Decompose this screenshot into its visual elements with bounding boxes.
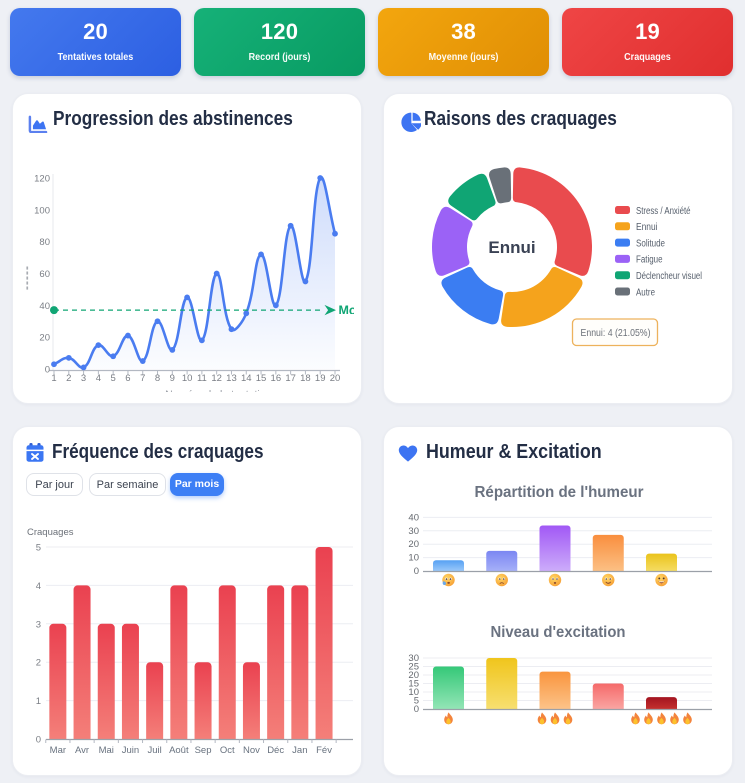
svg-text:2: 2 — [36, 658, 41, 669]
svg-text:17: 17 — [285, 373, 296, 384]
svg-text:Solitude: Solitude — [636, 238, 665, 249]
svg-text:Craquages: Craquages — [27, 527, 74, 538]
svg-text:40: 40 — [39, 301, 50, 312]
svg-text:4: 4 — [36, 581, 41, 592]
svg-text:Fév: Fév — [316, 745, 332, 756]
svg-text:15: 15 — [408, 679, 419, 690]
svg-text:9: 9 — [170, 373, 175, 384]
svg-text:Ennui: 4 (21.05%): Ennui: 4 (21.05%) — [581, 327, 651, 339]
svg-text:20: 20 — [408, 670, 419, 681]
svg-text:Déc: Déc — [267, 745, 284, 756]
svg-text:80: 80 — [39, 237, 50, 248]
svg-text:2: 2 — [66, 373, 71, 384]
svg-text:40: 40 — [408, 512, 419, 523]
svg-text:6: 6 — [125, 373, 130, 384]
svg-text:Juin: Juin — [122, 745, 139, 756]
svg-text:Mar: Mar — [50, 745, 66, 756]
svg-text:30: 30 — [408, 526, 419, 537]
svg-text:100: 100 — [34, 205, 50, 216]
svg-text:Moyenne: Moyenne — [339, 304, 363, 318]
svg-text:0: 0 — [414, 704, 419, 715]
svg-text:Juil: Juil — [148, 745, 162, 756]
svg-text:11: 11 — [197, 373, 207, 384]
svg-text:3: 3 — [81, 373, 86, 384]
svg-text:5: 5 — [414, 696, 419, 707]
svg-text:Déclencheur visuel: Déclencheur visuel — [636, 271, 702, 282]
svg-text:Nov: Nov — [243, 745, 260, 756]
svg-text:120: 120 — [34, 174, 50, 185]
svg-text:30: 30 — [408, 653, 419, 664]
svg-text:Répartition de l'humeur: Répartition de l'humeur — [475, 484, 644, 501]
svg-text:0: 0 — [414, 566, 419, 577]
svg-text:Ennui: Ennui — [488, 238, 535, 257]
svg-text:10: 10 — [408, 553, 419, 564]
svg-text:1: 1 — [36, 696, 41, 707]
svg-text:18: 18 — [300, 373, 311, 384]
svg-text:Ennui: Ennui — [636, 222, 658, 233]
svg-text:Fatigue: Fatigue — [636, 255, 663, 266]
svg-text:5: 5 — [111, 373, 116, 384]
svg-text:Sep: Sep — [195, 745, 212, 756]
svg-text:Oct: Oct — [220, 745, 235, 756]
svg-text:8: 8 — [155, 373, 160, 384]
svg-text:12: 12 — [211, 373, 222, 384]
svg-text:Jan: Jan — [292, 745, 307, 756]
svg-text:15: 15 — [256, 373, 267, 384]
svg-text:Mai: Mai — [99, 745, 114, 756]
svg-text:13: 13 — [226, 373, 237, 384]
svg-text:10: 10 — [408, 687, 419, 698]
svg-text:16: 16 — [271, 373, 282, 384]
svg-text:Août: Août — [169, 745, 189, 756]
svg-text:Numéro de la tentative: Numéro de la tentative — [165, 389, 271, 401]
svg-text:Avr: Avr — [75, 745, 89, 756]
svg-text:20: 20 — [39, 333, 50, 344]
svg-text:Niveau d'excitation: Niveau d'excitation — [491, 624, 626, 641]
svg-text:25: 25 — [408, 662, 419, 673]
svg-text:19: 19 — [315, 373, 326, 384]
svg-text:Stress / Anxiété: Stress / Anxiété — [636, 206, 691, 217]
svg-text:4: 4 — [96, 373, 101, 384]
svg-text:3: 3 — [36, 619, 41, 630]
svg-text:5: 5 — [36, 543, 41, 554]
svg-text:10: 10 — [182, 373, 193, 384]
svg-text:20: 20 — [408, 539, 419, 550]
svg-text:Autre: Autre — [636, 287, 655, 298]
svg-text:7: 7 — [140, 373, 145, 384]
svg-text:60: 60 — [39, 269, 50, 280]
svg-text:1: 1 — [51, 373, 56, 384]
svg-text:0: 0 — [36, 735, 41, 746]
svg-text:20: 20 — [330, 373, 341, 384]
svg-text:14: 14 — [241, 373, 252, 384]
svg-text:0: 0 — [45, 365, 50, 376]
